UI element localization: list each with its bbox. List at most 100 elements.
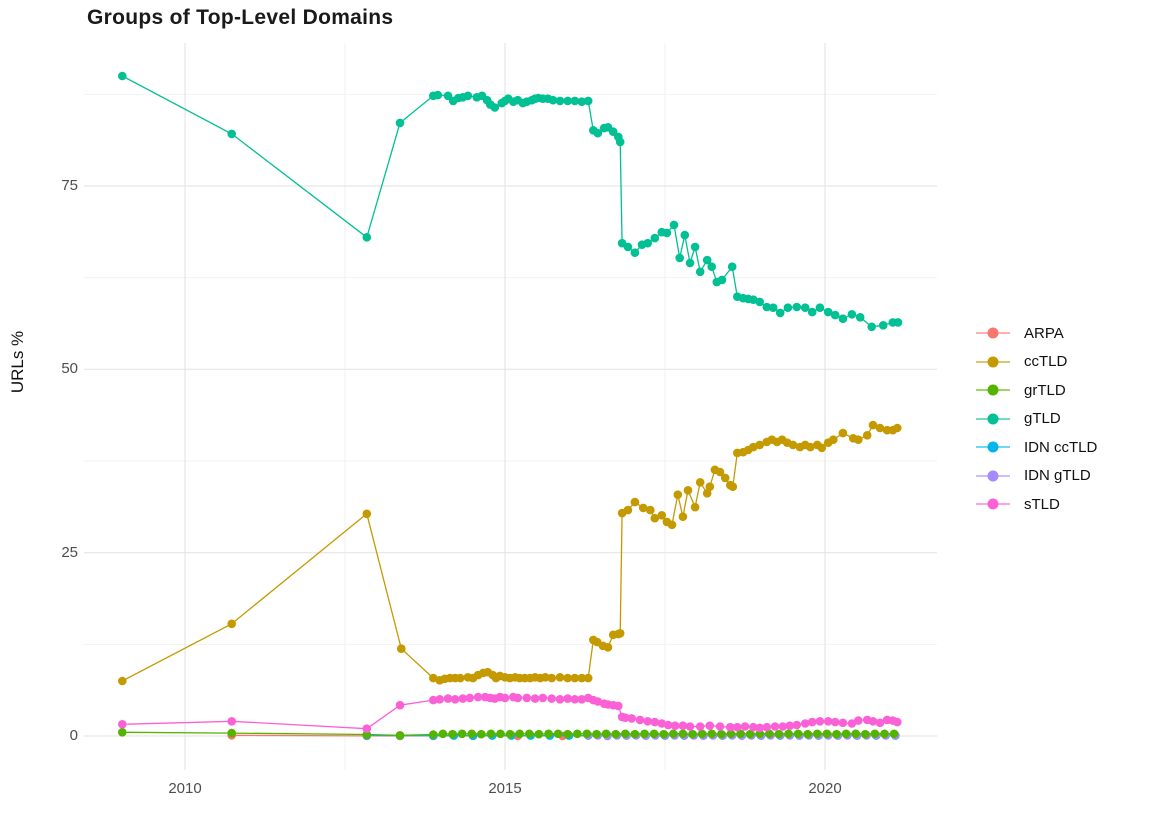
series-cctld-point <box>657 511 667 520</box>
series-grtld-point <box>505 729 515 739</box>
series-gtld-point <box>593 128 603 138</box>
series-stld-point <box>670 721 680 730</box>
series-grtld-point <box>582 729 592 739</box>
series-stld-point <box>733 722 742 732</box>
series-grtld-point <box>592 729 601 739</box>
series-cctld-point <box>715 467 725 477</box>
series-stld-point <box>443 694 453 703</box>
series-stld-point <box>762 722 772 732</box>
series-stld-point <box>650 717 660 727</box>
series-stld-point <box>635 715 645 725</box>
series-stld-point <box>450 695 460 704</box>
series-stld-point <box>875 718 885 728</box>
series-stld-point <box>429 695 438 705</box>
series-gtld-point <box>685 258 695 268</box>
series-grtld-point <box>630 729 640 739</box>
series-cctld-point <box>541 673 550 682</box>
series-cctld-point <box>678 512 688 521</box>
series-stld-point <box>513 693 523 703</box>
series-grtld-point <box>525 729 534 739</box>
series-grtld-point <box>563 729 572 739</box>
series-stld-point <box>458 694 468 703</box>
series-grtld-point <box>649 729 659 739</box>
series-gtld-point <box>643 238 652 248</box>
series-grtld-point <box>880 729 889 739</box>
series-grtld-point <box>544 729 553 739</box>
series-gtld-point <box>669 220 679 230</box>
series-cctld-point <box>638 503 648 513</box>
series-gtld-point <box>227 129 236 139</box>
series-gtld-point <box>878 321 888 330</box>
series-grtld-point <box>813 729 822 739</box>
legend-key-icon <box>976 356 1010 368</box>
series-gtld-line <box>121 75 898 328</box>
series-grtld-point <box>793 729 803 739</box>
series-cctld-point <box>623 505 633 515</box>
legend-item-gtld: gTLD <box>975 405 1097 434</box>
series-cctld-point <box>862 431 872 440</box>
series-stld-point <box>362 724 372 733</box>
series-grtld-point <box>774 729 784 739</box>
series-stld-point <box>643 717 652 726</box>
series-cctld-point <box>455 673 465 683</box>
series-stld-point <box>577 695 587 704</box>
series-cctld-point <box>893 423 902 433</box>
series-stld-point <box>792 720 802 730</box>
series-gtld-point <box>548 95 558 105</box>
series-gtld-point <box>768 303 778 313</box>
series-cctld-point <box>615 629 625 638</box>
series-grtld-point <box>784 729 793 739</box>
x-tick-label: 2020 <box>808 780 842 797</box>
legend-key-icon <box>976 327 1010 339</box>
series-grtld-point <box>395 731 405 740</box>
series-gtld-point <box>707 262 716 272</box>
series-gtld-point <box>650 233 660 243</box>
legend-label: ccTLD <box>1024 353 1068 371</box>
series-stld-point <box>465 693 475 703</box>
series-grtld-point <box>118 728 127 737</box>
series-stld-point <box>685 722 695 731</box>
series-cctld-point <box>362 509 372 519</box>
series-cctld-point <box>646 505 655 515</box>
series-gtld-point <box>727 262 737 272</box>
series-gtld-point <box>783 303 793 313</box>
series-stld-point <box>740 722 750 731</box>
series-cctld-point <box>570 673 580 683</box>
series-stld-point <box>227 717 236 726</box>
series-gtld-point <box>680 230 690 240</box>
series-stld-point <box>755 723 764 733</box>
series-grtld-point <box>717 729 726 739</box>
series-grtld-point <box>889 729 899 739</box>
series-gtld-point <box>118 71 127 81</box>
legend-label: grTLD <box>1024 381 1066 399</box>
series-gtld-point <box>675 253 684 263</box>
legend-item-grtld: grTLD <box>975 376 1097 405</box>
series-gtld-point <box>615 137 625 147</box>
series-grtld-point <box>659 729 668 739</box>
series-grtld-point <box>707 729 716 739</box>
series-grtld-point <box>486 729 496 739</box>
series-grtld-point <box>515 729 524 739</box>
series-gtld-point <box>755 297 764 307</box>
series-grtld-point <box>832 729 841 739</box>
series-gtld-point <box>362 233 372 242</box>
series-grtld-point <box>448 729 457 739</box>
legend-label: IDN gTLD <box>1024 467 1091 485</box>
series-stld-point <box>785 721 795 730</box>
series-cctld-point <box>854 435 863 445</box>
series-grtld-point <box>621 729 630 739</box>
series-grtld-point <box>736 729 745 739</box>
series-stld-point <box>770 722 780 731</box>
series-grtld-point <box>726 729 736 739</box>
series-gtld-point <box>893 318 903 327</box>
series-grtld-point <box>851 729 860 739</box>
legend-key-icon <box>976 470 1010 482</box>
series-grtld-point <box>841 729 851 739</box>
series-stld-point <box>435 695 445 704</box>
series-stld-point <box>726 722 735 732</box>
series-gtld-point <box>695 267 705 277</box>
series-gtld-point <box>775 308 785 318</box>
series-gtld-point <box>847 310 857 319</box>
series-grtld-point <box>697 729 707 739</box>
